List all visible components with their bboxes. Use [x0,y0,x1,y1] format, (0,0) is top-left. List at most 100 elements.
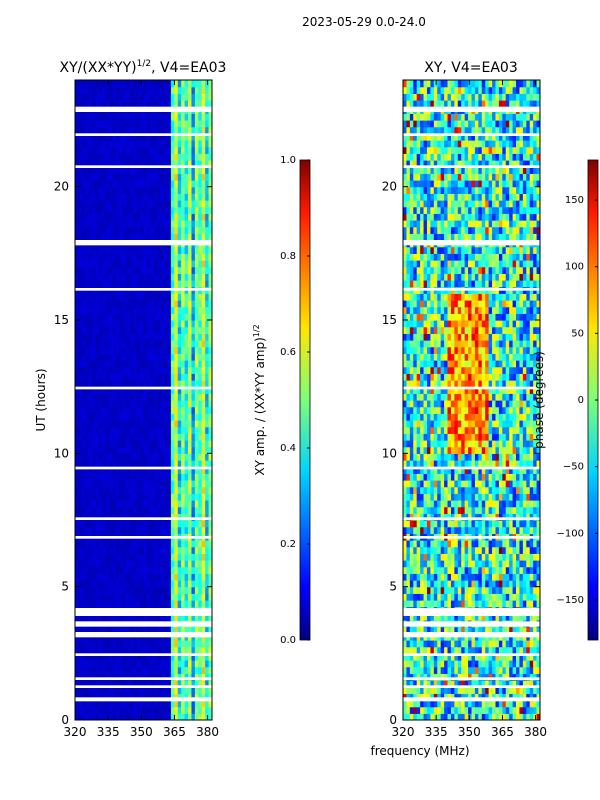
heatmap-cell [95,433,100,441]
heatmap-cell [129,540,134,548]
heatmap-cell [167,480,172,488]
heatmap-cell [92,93,97,101]
heatmap-cell [92,440,97,448]
heatmap-cell [81,200,86,208]
heatmap-cell [112,400,117,408]
heatmap-cell [174,320,179,328]
heatmap-cell [198,320,203,328]
heatmap-cell [188,680,193,688]
heatmap-cell [88,200,93,208]
heatmap-cell [102,586,107,594]
heatmap-cell [112,306,117,314]
heatmap-cell [423,566,428,574]
heatmap-cell [184,500,189,508]
heatmap-cell [433,600,438,608]
heatmap-cell [78,573,83,581]
heatmap-cell [205,626,210,634]
heatmap-cell [198,413,203,421]
heatmap-cell [522,673,527,681]
heatmap-cell [109,186,114,194]
heatmap-cell [167,366,172,374]
heatmap-cell [188,700,193,708]
heatmap-cell [88,433,93,441]
heatmap-cell [81,640,86,648]
heatmap-cell [146,226,151,234]
heatmap-cell [205,233,210,241]
heatmap-cell [188,213,193,221]
heatmap-cell [167,540,172,548]
heatmap-cell [153,133,158,141]
heatmap-cell [133,266,138,274]
heatmap-cell [133,326,138,334]
heatmap-cell [153,80,158,88]
heatmap-cell [81,653,86,661]
heatmap-cell [194,166,199,174]
heatmap-cell [75,473,80,481]
heatmap-cell [536,646,540,654]
heatmap-cell [126,280,131,288]
heatmap-cell [95,413,100,421]
heatmap-cell [122,706,127,714]
heatmap-cell [98,220,103,228]
heatmap-cell [160,586,165,594]
heatmap-cell [170,413,175,421]
heatmap-cell [181,573,186,581]
heatmap-cell [157,640,162,648]
heatmap-cell [184,713,189,720]
heatmap-cell [150,493,155,501]
heatmap-cell [464,673,469,681]
heatmap-cell [426,713,431,720]
heatmap-cell [164,246,169,254]
heatmap-cell [129,253,134,261]
heatmap-cell [188,140,193,148]
heatmap-cell [526,660,531,668]
heatmap-cell [437,593,442,601]
heatmap-cell [105,93,110,101]
heatmap-cell [406,673,411,681]
heatmap-cell [208,513,212,521]
heatmap-cell [75,86,80,94]
heatmap-cell [164,293,169,301]
heatmap-cell [457,713,462,720]
heatmap-cell [143,540,148,548]
heatmap-cell [174,626,179,634]
heatmap-cell [164,593,169,601]
heatmap-cell [109,260,114,268]
heatmap-cell [433,593,438,601]
heatmap-cell [153,673,158,681]
heatmap-cell [116,166,121,174]
heatmap-cell [119,280,124,288]
heatmap-cell [129,713,134,720]
heatmap-cell [198,206,203,214]
heatmap-cell [92,453,97,461]
heatmap-cell [481,653,486,661]
heatmap-cell [205,513,210,521]
heatmap-cell [164,366,169,374]
heatmap-cell [160,486,165,494]
heatmap-cell [492,693,497,701]
heatmap-cell [194,146,199,154]
heatmap-cell [150,713,155,720]
heatmap-cell [102,253,107,261]
heatmap-cell [157,140,162,148]
heatmap-cell [478,613,483,621]
heatmap-cell [75,100,80,108]
heatmap-cell [188,326,193,334]
heatmap-cell [140,586,145,594]
heatmap-cell [191,600,196,608]
heatmap-cell [201,233,206,241]
heatmap-cell [440,653,445,661]
heatmap-cell [205,613,210,621]
heatmap-cell [92,586,97,594]
heatmap-cell [112,540,117,548]
heatmap-cell [509,626,514,634]
heatmap-cell [153,340,158,348]
heatmap-cell [164,166,169,174]
heatmap-cell [92,246,97,254]
heatmap-cell [444,586,449,594]
heatmap-cell [512,540,517,548]
heatmap-cell [88,273,93,281]
heatmap-cell [112,186,117,194]
heatmap-cell [92,593,97,601]
heatmap-cell [143,366,148,374]
